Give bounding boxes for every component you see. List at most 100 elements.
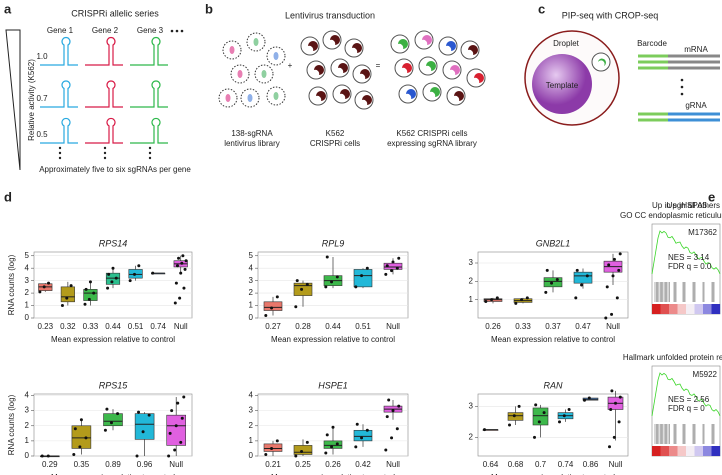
point — [180, 416, 184, 420]
x-tick-label: 0.47 — [575, 322, 591, 331]
point — [385, 415, 389, 419]
point — [137, 264, 141, 268]
point — [331, 425, 335, 429]
point — [391, 409, 395, 413]
y-tick-label: 1 — [25, 436, 30, 445]
x-tick-label: 0.21 — [265, 460, 281, 469]
y-tick-label: 1 — [25, 301, 30, 310]
cell-nucleus — [352, 43, 362, 53]
plot-frame — [477, 393, 629, 457]
point — [604, 316, 608, 320]
point — [182, 395, 186, 399]
y-tick-label: 3 — [25, 406, 30, 415]
y-tick-label: 1 — [249, 436, 254, 445]
cell-nucleus — [406, 89, 416, 99]
point — [147, 413, 151, 417]
y-tick-label: 2 — [469, 276, 474, 285]
cells-label: K562 — [326, 129, 345, 138]
virus-core — [253, 38, 259, 46]
point — [137, 410, 141, 414]
cell-nucleus — [598, 58, 606, 66]
gene-set-id: M17362 — [688, 228, 717, 237]
point — [395, 266, 399, 270]
point — [168, 431, 172, 435]
ellipsis-dot — [58, 146, 62, 150]
point — [294, 305, 298, 309]
rank-bar — [652, 304, 661, 314]
library-label: 138-sgRNA — [231, 129, 273, 138]
point — [567, 408, 571, 411]
point — [587, 396, 591, 400]
x-tick-label: 0.28 — [295, 322, 311, 331]
y-tick-label: 4 — [25, 391, 30, 400]
box — [573, 271, 593, 284]
point — [385, 264, 389, 268]
point — [483, 428, 486, 432]
point — [116, 412, 120, 416]
point — [397, 256, 401, 260]
cell-nucleus — [402, 63, 412, 73]
sgrna-hairpin — [85, 37, 123, 66]
x-label: Mean expression relative to control — [271, 335, 395, 344]
point — [545, 268, 549, 272]
ellipsis-dot — [103, 151, 107, 155]
x-tick-label: 0.42 — [355, 460, 371, 469]
point — [520, 298, 524, 302]
point — [517, 404, 521, 408]
rank-bar — [660, 446, 670, 456]
point — [495, 296, 499, 300]
virus-core — [273, 52, 279, 60]
point — [92, 291, 96, 295]
cell-nucleus — [426, 61, 436, 71]
gene-label: Gene 1 — [47, 26, 74, 35]
y-label: RNA counts (log) — [7, 394, 16, 455]
x-label: Mean expression relative to control — [271, 473, 395, 475]
panel-title: PIP-seq with CROP-seq — [562, 10, 659, 20]
x-tick-label: 0.29 — [42, 460, 58, 469]
cell-nucleus — [468, 45, 478, 55]
x-tick-label: 0.35 — [74, 460, 90, 469]
enrichment-curve — [651, 230, 721, 275]
point — [88, 280, 92, 284]
fdr: FDR q = 0 — [668, 404, 705, 413]
point — [558, 420, 561, 424]
y-tick-label: 3 — [249, 276, 254, 285]
point — [73, 427, 77, 431]
sgrna-hairpin — [85, 117, 123, 144]
enrichment-curve — [651, 372, 721, 417]
point — [514, 301, 518, 305]
point — [275, 295, 279, 299]
y-tick-label: 2 — [469, 433, 474, 442]
y-tick-label: 1 — [469, 295, 474, 304]
y-tick-label: 4 — [249, 391, 254, 400]
x-tick-label: 0.25 — [295, 460, 311, 469]
sgrna-hairpin — [130, 80, 168, 108]
direction-label: Up in all others — [667, 201, 720, 210]
point — [176, 401, 180, 405]
y-tick-label: 0 — [25, 451, 30, 460]
point — [550, 281, 554, 285]
point — [175, 264, 179, 268]
sgrna-hairpin — [130, 117, 168, 144]
point — [173, 448, 177, 452]
point — [178, 296, 182, 300]
point — [106, 286, 110, 290]
y-tick-label: 1 — [249, 301, 254, 310]
x-tick-label: 0.26 — [485, 322, 501, 331]
point — [580, 283, 584, 287]
y-tick-label: 3 — [469, 258, 474, 267]
virus-core — [229, 46, 235, 54]
cell-nucleus — [474, 73, 484, 83]
level-label: 1.0 — [36, 52, 48, 61]
point — [609, 408, 613, 411]
point — [544, 290, 548, 294]
point — [614, 401, 617, 405]
cell-nucleus — [422, 35, 432, 45]
point — [305, 282, 309, 286]
gsea-frame — [651, 223, 721, 315]
result-label: K562 CRISPRi cells — [396, 129, 467, 138]
box — [105, 272, 121, 285]
point — [107, 272, 111, 276]
y-tick-label: 5 — [25, 251, 30, 260]
point — [360, 274, 364, 278]
